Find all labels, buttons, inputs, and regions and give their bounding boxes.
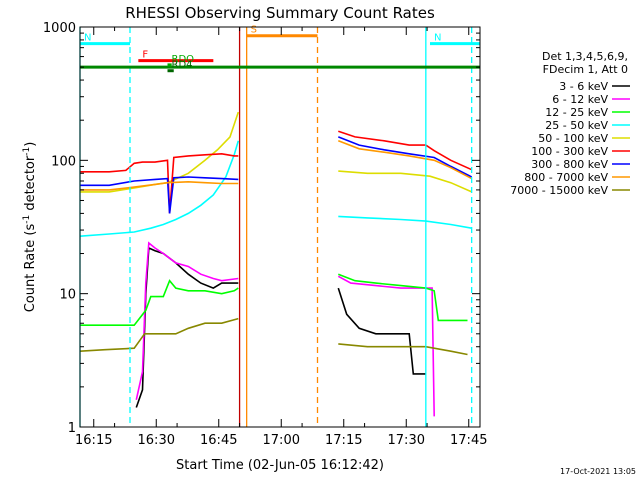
legend-header-0: Det 1,3,4,5,6,9, <box>542 50 628 63</box>
footer-date: 17-Oct-2021 13:05 <box>560 467 636 476</box>
x-tick-label-0: 16:15 <box>75 433 112 448</box>
legend-label-4: 50 - 100 keV <box>538 132 608 145</box>
series-line-7 <box>80 140 473 191</box>
series-line-5 <box>80 130 473 214</box>
legend-label-0: 3 - 6 keV <box>559 80 608 93</box>
axes-layer: 16:15 16:30 16:45 17:00 17:15 17:30 17:45 1 10 10… <box>43 21 488 448</box>
y-axis-label-main: Count Rate (s <box>23 224 38 313</box>
legend-label-2: 12 - 25 keV <box>545 106 608 119</box>
y-axis-label-mid: detector <box>23 155 38 215</box>
series-line-2 <box>80 273 468 326</box>
x-axis-label: Start Time (02-Jun-05 16:12:42) <box>176 458 384 473</box>
legend-label-8: 7000 - 15000 keV <box>510 184 608 197</box>
flag-label-1: N <box>434 33 441 44</box>
series-line-0 <box>135 246 426 408</box>
x-tick-label-4: 17:15 <box>325 433 362 448</box>
y-tick-label-2: 100 <box>51 154 76 169</box>
y-axis-label: Count Rate (s-1 detector-1) <box>22 142 38 313</box>
x-tick-label-5: 17:30 <box>388 433 425 448</box>
x-tick-label-3: 17:00 <box>263 433 300 448</box>
flag-label-0: N <box>84 33 91 44</box>
y-tick-label-3: 1000 <box>43 21 76 36</box>
legend-label-5: 100 - 300 keV <box>531 145 608 158</box>
flag-label-2: F <box>142 50 148 61</box>
y-tick-label-0: 1 <box>68 421 76 436</box>
x-tick-label-2: 16:45 <box>200 433 237 448</box>
chart-title: RHESSI Observing Summary Count Rates <box>125 4 435 22</box>
y-axis-label-sup1: -1 <box>22 215 32 224</box>
x-tick-label-6: 17:45 <box>450 433 487 448</box>
series-line-8 <box>79 317 468 356</box>
series-line-1 <box>135 241 435 417</box>
legend: Det 1,3,4,5,6,9,FDecim 1, Att 0 3 - 6 keV… <box>510 50 630 197</box>
legend-header-1: FDecim 1, Att 0 <box>543 63 628 76</box>
legend-label-6: 300 - 800 keV <box>531 158 608 171</box>
plot-frame <box>79 26 481 428</box>
y-axis-label-sup2: -1 <box>22 147 32 156</box>
flag-label-4: RDO <box>172 54 195 65</box>
flag-label-5: RD4 <box>172 60 193 71</box>
series-line-6 <box>80 136 473 214</box>
legend-label-7: 800 - 7000 keV <box>524 171 608 184</box>
legend-label-3: 25 - 50 keV <box>545 119 608 132</box>
y-tick-label-1: 10 <box>59 288 76 303</box>
legend-label-1: 6 - 12 keV <box>552 93 608 106</box>
lines-layer <box>79 27 473 427</box>
x-tick-label-1: 16:30 <box>138 433 175 448</box>
flag-label-3: S <box>251 25 257 36</box>
y-axis-label-end: ) <box>23 142 38 147</box>
